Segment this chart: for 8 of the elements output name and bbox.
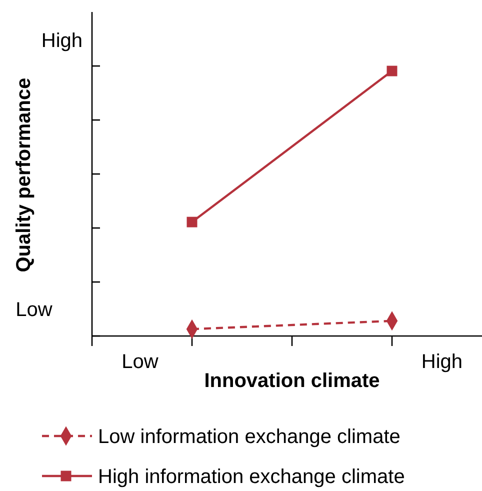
- text: High: [421, 351, 463, 373]
- legend-label: High information exchange climate: [98, 466, 405, 488]
- text: Low: [122, 351, 159, 373]
- legend-label: Low information exchange climate: [98, 426, 400, 448]
- y-axis-title: Quality performance: [13, 78, 35, 272]
- text: Low: [16, 299, 53, 321]
- text: High: [41, 30, 83, 52]
- x-axis-title: Innovation climate: [204, 370, 380, 392]
